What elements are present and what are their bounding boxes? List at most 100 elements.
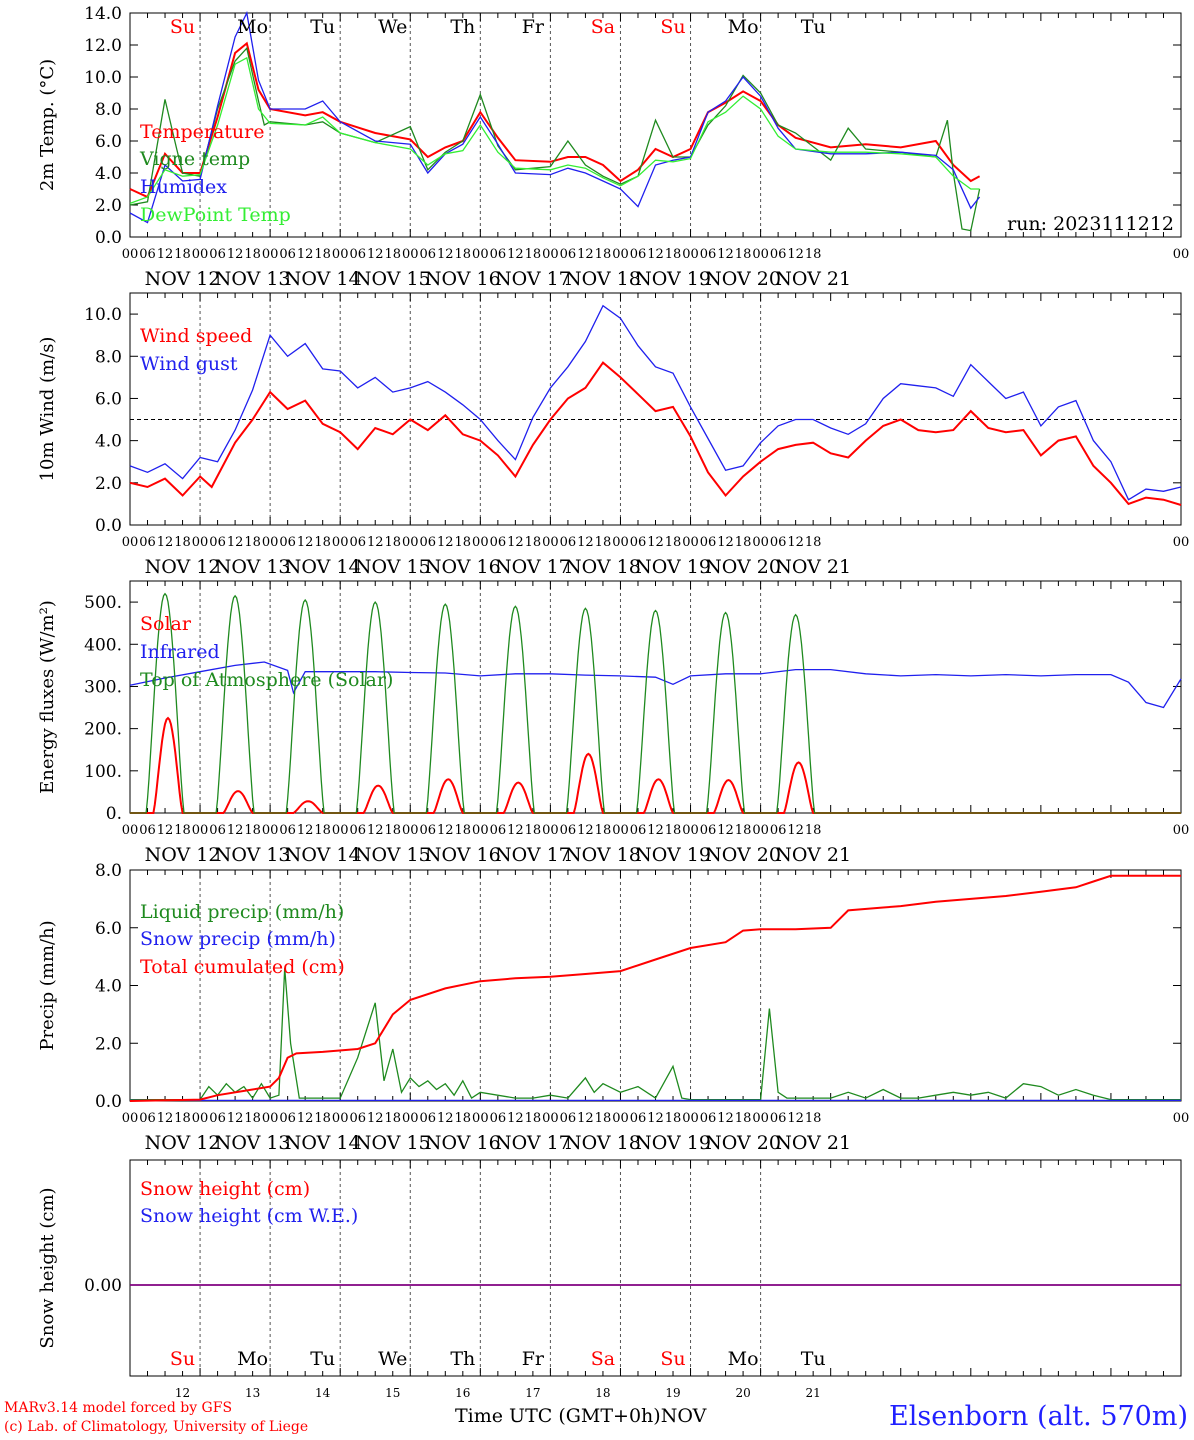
hour-tick-label: 06 <box>209 1111 226 1126</box>
hour-tick-label: 12 <box>437 535 454 550</box>
date-label: NOV 13 <box>215 844 291 866</box>
day-name: Tu <box>310 16 335 38</box>
hour-tick-label: 00 <box>472 1111 489 1126</box>
day-number-label: 19 <box>665 1386 680 1400</box>
hour-tick-label: 06 <box>630 535 647 550</box>
panel-4 <box>129 869 1182 1102</box>
date-label: NOV 16 <box>425 1132 501 1154</box>
hour-tick-label: 12 <box>577 247 594 262</box>
hour-tick-label: 00 <box>542 535 559 550</box>
hour-tick-label: 18 <box>595 535 612 550</box>
y-axis-label: Energy fluxes (W/m²) <box>37 600 58 794</box>
hour-tick-label: 06 <box>349 247 366 262</box>
hour-tick-label: 00 <box>1173 1111 1190 1126</box>
date-label: NOV 18 <box>565 556 641 578</box>
hour-tick-label: 06 <box>700 247 717 262</box>
date-label: NOV 13 <box>215 556 291 578</box>
date-label: NOV 12 <box>145 844 221 866</box>
hour-tick-label: 18 <box>805 1111 822 1126</box>
day-name: Tu <box>310 1348 335 1370</box>
hour-tick-label: 18 <box>525 1111 542 1126</box>
hour-tick-label: 06 <box>209 823 226 838</box>
hour-tick-label: 12 <box>507 1111 524 1126</box>
date-label: NOV 17 <box>495 844 571 866</box>
day-name: Sa <box>591 1348 615 1370</box>
hour-tick-label: 00 <box>122 247 139 262</box>
hour-tick-label: 12 <box>367 823 384 838</box>
hour-tick-label: 12 <box>717 535 734 550</box>
hour-tick-label: 00 <box>402 1111 419 1126</box>
hour-tick-label: 00 <box>402 247 419 262</box>
panel-2 <box>129 292 1182 526</box>
y-tick-label: 4.0 <box>95 432 122 452</box>
hour-tick-label: 12 <box>297 1111 314 1126</box>
date-label: NOV 15 <box>355 268 431 290</box>
y-tick-label: 10.0 <box>84 68 122 88</box>
date-label: NOV 16 <box>425 556 501 578</box>
hour-tick-label: 12 <box>367 1111 384 1126</box>
date-label: NOV 20 <box>705 556 781 578</box>
hour-tick-label: 06 <box>209 247 226 262</box>
hour-tick-label: 18 <box>595 247 612 262</box>
hour-tick-label: 06 <box>700 823 717 838</box>
date-label: NOV 16 <box>425 268 501 290</box>
y-tick-label: 4.0 <box>95 164 122 184</box>
y-tick-label: 100. <box>84 762 122 782</box>
hour-tick-label: 00 <box>402 535 419 550</box>
legend-entry: Humidex <box>140 176 227 198</box>
hour-tick-label: 18 <box>244 247 261 262</box>
day-name: Tu <box>801 1348 826 1370</box>
y-axis-label: Snow height (cm) <box>37 1187 58 1348</box>
day-name: Mo <box>237 16 268 38</box>
y-tick-label: 6.0 <box>95 919 122 939</box>
day-number-label: 17 <box>525 1386 540 1400</box>
date-label: NOV 15 <box>355 1132 431 1154</box>
hour-tick-label: 12 <box>647 1111 664 1126</box>
hour-tick-label: 06 <box>420 535 437 550</box>
hour-tick-label: 00 <box>332 1111 349 1126</box>
hour-tick-label: 06 <box>139 823 156 838</box>
date-label: NOV 17 <box>495 268 571 290</box>
date-label: NOV 16 <box>425 844 501 866</box>
hour-tick-label: 18 <box>735 535 752 550</box>
hour-tick-label: 00 <box>542 1111 559 1126</box>
hour-tick-label: 00 <box>752 247 769 262</box>
day-name: We <box>378 16 407 38</box>
date-label: NOV 13 <box>215 1132 291 1154</box>
hour-tick-label: 18 <box>525 247 542 262</box>
credit-line-model: MARv3.14 model forced by GFS <box>4 1400 233 1416</box>
y-tick-label: 500. <box>84 593 122 613</box>
hour-tick-label: 12 <box>297 247 314 262</box>
legend-entry: Infrared <box>140 641 220 663</box>
hour-tick-label: 06 <box>279 1111 296 1126</box>
y-tick-label: 2.0 <box>95 196 122 216</box>
hour-tick-label: 06 <box>490 247 507 262</box>
hour-tick-label: 00 <box>682 535 699 550</box>
hour-tick-label: 00 <box>192 247 209 262</box>
hour-tick-label: 12 <box>507 247 524 262</box>
hour-tick-label: 18 <box>314 1111 331 1126</box>
series-line-total-cumulated-cm- <box>129 874 1181 1102</box>
hour-tick-label: 00 <box>262 247 279 262</box>
panel-5 <box>129 1159 1182 1377</box>
hour-tick-label: 06 <box>349 1111 366 1126</box>
hour-tick-label: 18 <box>384 247 401 262</box>
hour-tick-label: 06 <box>770 823 787 838</box>
hour-tick-label: 18 <box>455 535 472 550</box>
hour-tick-label: 18 <box>665 823 682 838</box>
hour-tick-label: 12 <box>717 1111 734 1126</box>
y-tick-label: 300. <box>84 677 122 697</box>
date-label: NOV 19 <box>635 268 711 290</box>
hour-tick-label: 18 <box>805 823 822 838</box>
date-label: NOV 15 <box>355 556 431 578</box>
series-line-top-of-atmosphere-solar- <box>130 592 1181 814</box>
y-axis-label: Precip (mm/h) <box>37 920 58 1050</box>
panel-3 <box>129 580 1182 814</box>
panel-1 <box>129 10 1182 238</box>
y-tick-label: 4.0 <box>95 977 122 997</box>
legend-entry: Vigne temp <box>139 148 250 170</box>
hour-tick-label: 00 <box>1173 535 1190 550</box>
legend-entry: Snow height (cm W.E.) <box>140 1205 358 1227</box>
hour-tick-label: 18 <box>314 823 331 838</box>
